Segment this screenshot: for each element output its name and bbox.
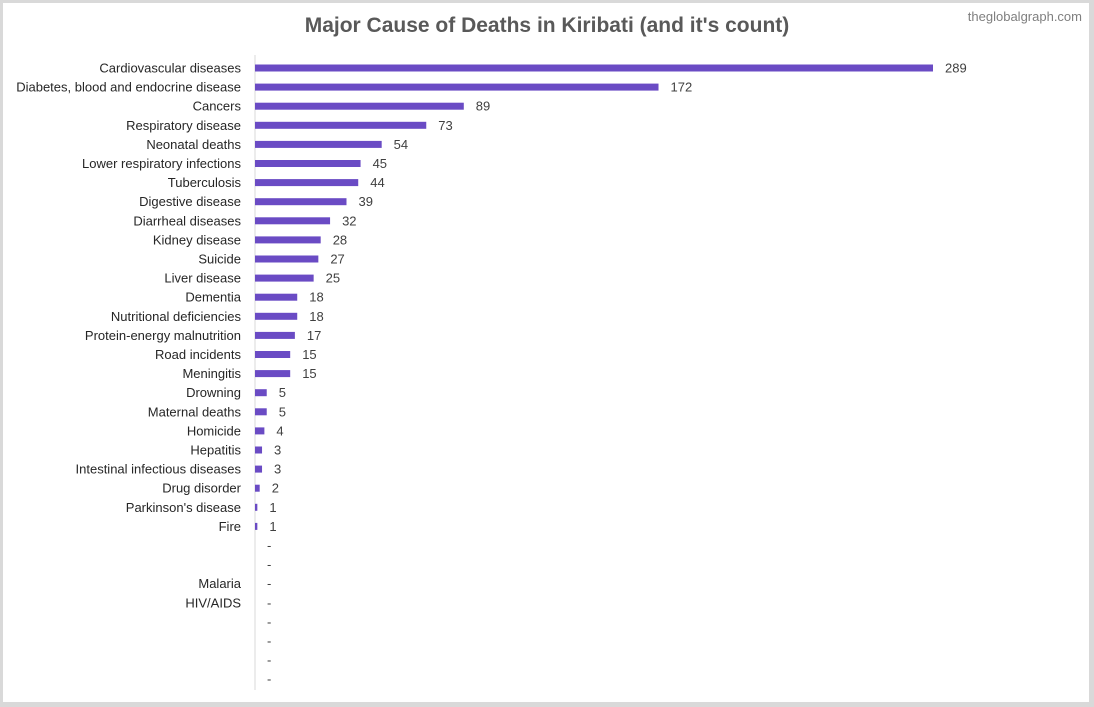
value-label-blank-31: - <box>267 653 271 668</box>
value-label-intestinal-infectious-diseases: 3 <box>274 462 281 477</box>
chart-frame <box>3 3 1089 702</box>
bar-parkinson-s-disease <box>255 503 258 511</box>
value-label-drug-disorder: 2 <box>272 481 279 496</box>
category-label-road-incidents: Road incidents <box>155 347 241 362</box>
value-label-protein-energy-malnutrition: 17 <box>307 328 321 343</box>
category-label-nutritional-deficiencies: Nutritional deficiencies <box>111 309 242 324</box>
bar-tuberculosis <box>255 179 359 187</box>
value-label-homicide: 4 <box>276 423 283 438</box>
value-label-kidney-disease: 28 <box>333 232 347 247</box>
category-label-parkinson-s-disease: Parkinson's disease <box>126 500 241 515</box>
category-label-dementia: Dementia <box>185 290 241 305</box>
bar-kidney-disease <box>255 236 321 244</box>
category-label-homicide: Homicide <box>187 423 241 438</box>
value-label-respiratory-disease: 73 <box>438 118 452 133</box>
bar-drowning <box>255 389 267 397</box>
value-label-cancers: 89 <box>476 99 490 114</box>
value-label-digestive-disease: 39 <box>358 194 372 209</box>
bar-drug-disorder <box>255 484 260 492</box>
category-label-fire: Fire <box>219 519 241 534</box>
value-label-blank-25: - <box>267 538 271 553</box>
category-label-protein-energy-malnutrition: Protein-energy malnutrition <box>85 328 241 343</box>
value-label-blank-26: - <box>267 557 271 572</box>
value-label-liver-disease: 25 <box>326 271 340 286</box>
category-label-maternal-deaths: Maternal deaths <box>148 404 242 419</box>
value-label-blank-30: - <box>267 634 271 649</box>
value-label-hepatitis: 3 <box>274 443 281 458</box>
category-label-hiv-aids: HIV/AIDS <box>185 595 241 610</box>
value-label-lower-respiratory-infections: 45 <box>373 156 387 171</box>
value-label-blank-32: - <box>267 672 271 687</box>
bar-protein-energy-malnutrition <box>255 331 295 339</box>
bar-dementia <box>255 293 298 301</box>
bar-road-incidents <box>255 351 291 358</box>
category-label-diarrheal-diseases: Diarrheal diseases <box>133 213 241 228</box>
bar-diarrheal-diseases <box>255 217 331 225</box>
value-label-dementia: 18 <box>309 290 323 305</box>
watermark: theglobalgraph.com <box>967 9 1082 24</box>
value-label-fire: 1 <box>269 519 276 534</box>
bar-diabetes-blood-and-endocrine-disease <box>255 83 659 91</box>
bar-meningitis <box>255 370 291 378</box>
category-label-digestive-disease: Digestive disease <box>139 194 241 209</box>
value-label-nutritional-deficiencies: 18 <box>309 309 323 324</box>
bar-cancers <box>255 102 464 110</box>
category-label-cancers: Cancers <box>193 99 242 114</box>
value-label-cardiovascular-diseases: 289 <box>945 61 967 76</box>
value-label-hiv-aids: - <box>267 595 271 610</box>
value-label-diabetes-blood-and-endocrine-disease: 172 <box>671 80 693 95</box>
bar-liver-disease <box>255 274 314 282</box>
value-label-drowning: 5 <box>279 385 286 400</box>
bar-nutritional-deficiencies <box>255 312 298 320</box>
value-label-diarrheal-diseases: 32 <box>342 213 356 228</box>
bar-digestive-disease <box>255 198 347 206</box>
bar-fire <box>255 522 258 530</box>
value-label-tuberculosis: 44 <box>370 175 384 190</box>
bar-respiratory-disease <box>255 121 427 129</box>
category-label-neonatal-deaths: Neonatal deaths <box>146 137 241 152</box>
bar-intestinal-infectious-diseases <box>255 465 263 473</box>
category-label-hepatitis: Hepatitis <box>190 443 241 458</box>
category-label-diabetes-blood-and-endocrine-disease: Diabetes, blood and endocrine disease <box>16 80 241 95</box>
bar-cardiovascular-diseases <box>255 64 933 72</box>
category-label-drug-disorder: Drug disorder <box>162 481 241 496</box>
category-label-cardiovascular-diseases: Cardiovascular diseases <box>99 61 241 76</box>
bar-lower-respiratory-infections <box>255 160 361 167</box>
bar-maternal-deaths <box>255 408 267 416</box>
value-label-meningitis: 15 <box>302 366 316 381</box>
value-label-neonatal-deaths: 54 <box>394 137 408 152</box>
category-label-malaria: Malaria <box>198 576 241 591</box>
value-label-malaria: - <box>267 576 271 591</box>
category-label-lower-respiratory-infections: Lower respiratory infections <box>82 156 241 171</box>
category-label-intestinal-infectious-diseases: Intestinal infectious diseases <box>76 462 242 477</box>
category-label-respiratory-disease: Respiratory disease <box>126 118 241 133</box>
value-label-road-incidents: 15 <box>302 347 316 362</box>
value-label-parkinson-s-disease: 1 <box>269 500 276 515</box>
bar-homicide <box>255 427 265 435</box>
value-label-suicide: 27 <box>330 252 344 267</box>
bar-hepatitis <box>255 446 263 454</box>
bar-suicide <box>255 255 319 263</box>
value-label-maternal-deaths: 5 <box>279 404 286 419</box>
category-label-drowning: Drowning <box>186 385 241 400</box>
category-label-kidney-disease: Kidney disease <box>153 232 241 247</box>
bar-neonatal-deaths <box>255 140 382 148</box>
category-label-suicide: Suicide <box>198 252 241 267</box>
category-label-liver-disease: Liver disease <box>164 271 241 286</box>
category-label-meningitis: Meningitis <box>182 366 241 381</box>
value-label-blank-29: - <box>267 614 271 629</box>
category-label-tuberculosis: Tuberculosis <box>168 175 242 190</box>
chart-title: Major Cause of Deaths in Kiribati (and i… <box>304 14 790 37</box>
